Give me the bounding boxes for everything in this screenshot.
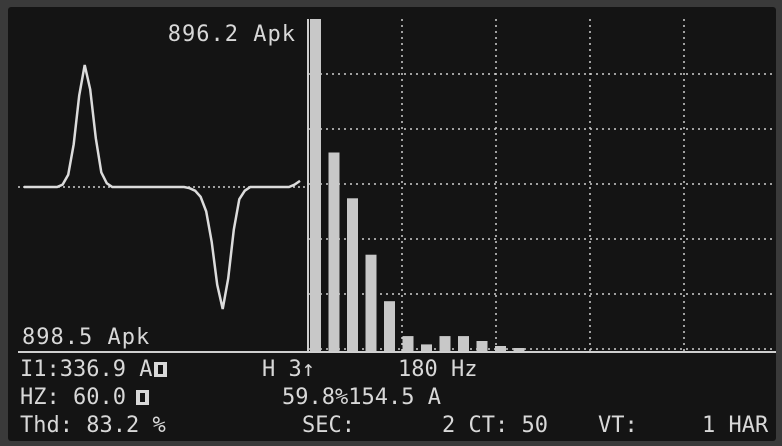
thd-reading: Thd: 83.2 % — [20, 413, 166, 438]
spectrum-bars — [310, 19, 525, 351]
spectrum-grid — [307, 19, 776, 351]
waveform-panel: 896.2 Apk 898.5 Apk — [18, 19, 306, 351]
ct-reading: 2 CT: 50 — [442, 413, 548, 438]
harmonic-bar-10 — [476, 341, 488, 351]
filter-icon — [135, 390, 149, 405]
harmonic-bar-8 — [439, 336, 451, 351]
current-reading: I1:336.9 A — [20, 357, 153, 382]
current-reading-group: I1:336.9 A — [20, 357, 168, 382]
harmonic-bar-3 — [347, 198, 358, 351]
harmonic-number: H 3↑ — [262, 357, 315, 382]
line-frequency: HZ: 60.0 — [20, 385, 126, 410]
status-area: I1:336.9 A H 3↑ 180 Hz HZ: 60.0 59.8%154… — [18, 351, 776, 441]
waveform-trace — [24, 64, 301, 310]
mode-indicator: 1 HAR — [702, 413, 769, 438]
sec-label: SEC: — [302, 413, 355, 438]
harmonic-spectrum-chart — [307, 19, 776, 351]
peak-bottom-label: 898.5 Apk — [22, 325, 151, 350]
harmonic-bar-5 — [384, 301, 395, 351]
harmonic-bar-2 — [328, 152, 340, 351]
harmonic-bar-12 — [513, 348, 525, 351]
meter-screen: 896.2 Apk 898.5 Apk I1:336.9 A H 3↑ 180 … — [8, 7, 776, 441]
peak-top-label: 896.2 Apk — [167, 22, 296, 47]
waveform-plot — [18, 64, 306, 310]
harmonic-bar-6 — [402, 336, 414, 351]
harmonic-bar-9 — [458, 336, 469, 351]
harmonic-bar-11 — [495, 346, 506, 351]
harmonic-bar-7 — [421, 344, 432, 351]
status-divider — [18, 351, 776, 353]
harmonic-spectrum-panel — [306, 19, 776, 351]
harmonic-bar-1 — [310, 19, 321, 351]
harmonic-bar-4 — [365, 254, 377, 351]
line-frequency-group: HZ: 60.0 — [20, 387, 149, 409]
harmonic-value: 59.8%154.5 A — [282, 385, 441, 410]
harmonic-frequency: 180 Hz — [398, 357, 478, 382]
vt-label: VT: — [598, 413, 638, 438]
hold-icon — [154, 362, 168, 377]
